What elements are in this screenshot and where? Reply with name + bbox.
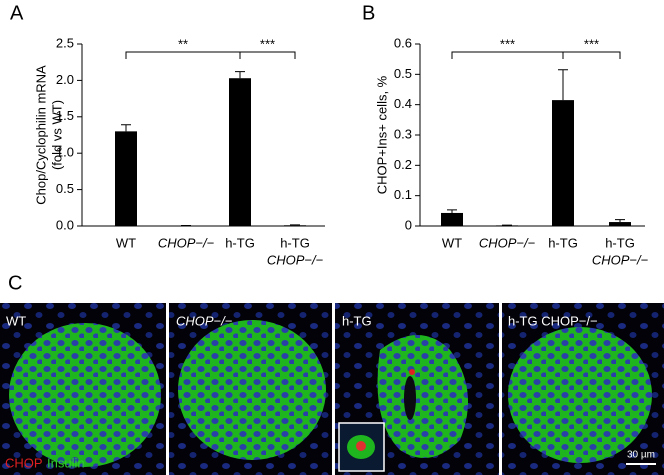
- y-tick-label: 0.5: [394, 66, 412, 81]
- y-axis-label: (fold vs WT): [49, 100, 64, 170]
- y-tick-label: 0.3: [394, 126, 412, 141]
- micrograph: [169, 303, 332, 475]
- significance-label: **: [178, 36, 188, 51]
- significance-label: ***: [584, 36, 599, 51]
- panel-letter: B: [362, 2, 375, 24]
- x-tick-label: CHOP−/−: [158, 235, 215, 250]
- y-tick-label: 1.5: [56, 108, 74, 123]
- error-bar: [615, 219, 625, 223]
- significance-bracket: [562, 51, 621, 59]
- x-tick-label: WT: [442, 235, 462, 250]
- significance-bracket: [239, 51, 296, 59]
- x-tick-label: h-TG: [605, 235, 635, 250]
- y-tick-label: 0.1: [394, 187, 412, 202]
- x-tick-label: CHOP−/−: [479, 235, 536, 250]
- y-tick-label: 0.0: [56, 217, 74, 232]
- bar: [284, 225, 306, 227]
- significance-label: ***: [500, 36, 515, 51]
- x-tick-label: CHOP−/−: [592, 252, 649, 267]
- y-tick-label: 0.6: [394, 35, 412, 50]
- error-bar: [235, 71, 245, 79]
- bar: [175, 225, 197, 227]
- micrograph: [0, 303, 166, 475]
- panel-letter: C: [8, 272, 22, 294]
- micrographs: [0, 303, 664, 475]
- x-tick-label: WT: [116, 235, 136, 250]
- stain-legend: Insulin: [47, 455, 85, 470]
- image-label: h-TG CHOP−/−: [508, 313, 598, 328]
- error-bar: [121, 124, 131, 132]
- x-tick-label: h-TG: [548, 235, 578, 250]
- scale-bar-label: 30 µm: [627, 450, 655, 461]
- bar: [496, 225, 518, 227]
- error-bar: [558, 69, 568, 101]
- image-label: WT: [6, 313, 26, 328]
- bar: [441, 212, 463, 226]
- y-tick-label: 0.2: [394, 157, 412, 172]
- y-tick-label: 0.5: [56, 181, 74, 196]
- bar: [609, 222, 631, 226]
- bar: [115, 131, 137, 226]
- significance-label: ***: [260, 36, 275, 51]
- error-bar: [447, 209, 457, 213]
- panel-letter: A: [10, 2, 24, 24]
- y-tick-label: 2.5: [56, 35, 74, 50]
- y-tick-label: 0: [405, 217, 412, 232]
- significance-bracket: [125, 51, 241, 59]
- y-axis-label: Chop/Cyclophilin mRNA: [33, 65, 48, 205]
- image-label: CHOP−/−: [176, 313, 233, 328]
- y-tick-label: 2.0: [56, 72, 74, 87]
- bar: [229, 78, 251, 226]
- x-tick-label: h-TG: [225, 235, 255, 250]
- stain-legend: CHOP: [5, 455, 43, 470]
- bar: [552, 100, 574, 226]
- micrograph: [335, 303, 499, 475]
- image-label: h-TG: [342, 313, 372, 328]
- x-tick-label: h-TG: [280, 235, 310, 250]
- significance-bracket: [451, 51, 564, 59]
- y-tick-label: 1.0: [56, 145, 74, 160]
- micrograph: [502, 303, 664, 475]
- y-axis-label: CHOP+Ins+ cells, %: [374, 75, 389, 194]
- x-tick-label: CHOP−/−: [267, 252, 324, 267]
- y-tick-label: 0.4: [394, 96, 412, 111]
